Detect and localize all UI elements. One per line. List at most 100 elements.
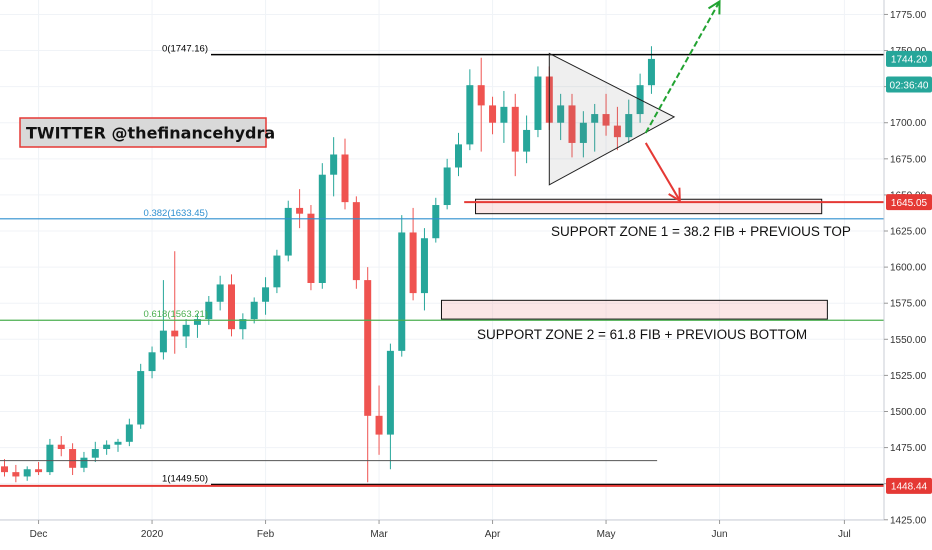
candle-body: [125, 424, 133, 442]
candle: [35, 462, 43, 476]
candle-body: [171, 330, 179, 337]
candle: [511, 93, 519, 177]
candle: [432, 197, 440, 243]
candle-body: [613, 125, 621, 138]
candle-body: [307, 213, 315, 283]
candle-body: [534, 76, 542, 130]
candle: [103, 440, 111, 455]
fib-label: 0.618(1563.21): [144, 309, 208, 320]
candle: [273, 249, 281, 294]
candle-body: [273, 255, 281, 288]
candle: [625, 99, 633, 143]
breakout-up-arrow: [644, 0, 721, 134]
time-tick-label: Mar: [370, 529, 388, 540]
candle-body: [103, 444, 111, 450]
candle-body: [579, 122, 587, 143]
candle: [114, 438, 122, 452]
candle-body: [330, 154, 338, 175]
price-tick-label: 1550.00: [890, 335, 927, 346]
candle: [523, 115, 531, 164]
candle: [1, 459, 8, 477]
support-zone-2: [440, 299, 828, 320]
twitter-handle-box: TWITTER @thefinancehydra: [19, 117, 275, 148]
price-tick-label: 1525.00: [890, 371, 927, 382]
candle: [591, 103, 599, 152]
candle: [57, 436, 65, 457]
candle: [125, 418, 133, 447]
price-badge-bg: [886, 477, 932, 494]
candle-body: [284, 207, 292, 256]
arrow-head: [668, 187, 681, 203]
fib-label: 1(1449.50): [162, 473, 208, 484]
drawings: [0, 0, 884, 487]
candle: [613, 106, 621, 151]
twitter-handle: TWITTER @thefinancehydra: [26, 124, 275, 143]
candle: [579, 111, 587, 158]
price-badge: 02:36:40: [886, 76, 932, 93]
candle-body: [489, 105, 497, 123]
candle-body: [420, 238, 428, 294]
candle-body: [591, 114, 599, 123]
candle-body: [57, 444, 65, 450]
candle: [534, 66, 542, 138]
candle: [250, 297, 258, 324]
time-axis[interactable]: Dec 2020 Feb Mar Apr May Jun Jul: [0, 519, 884, 550]
candle-body: [511, 106, 519, 152]
fib-label: 0.382(1633.45): [144, 208, 208, 219]
arrow-head: [707, 0, 721, 15]
candle: [69, 443, 77, 476]
candle-body: [12, 472, 20, 477]
candle: [239, 313, 247, 340]
time-tick-label: Jun: [711, 529, 727, 540]
candle-body: [1, 466, 8, 473]
price-badge-label: 1448.44: [891, 482, 928, 493]
time-tick-label: Dec: [30, 529, 48, 540]
price-badge: 1744.20: [886, 50, 932, 67]
price-badge-bg: [886, 76, 932, 93]
candle-body: [148, 352, 156, 372]
candle: [341, 138, 349, 210]
candle: [477, 57, 485, 152]
candle-body: [557, 105, 565, 123]
candle: [262, 277, 270, 315]
candle-body: [375, 415, 383, 435]
candle-body: [500, 106, 508, 123]
candle-body: [602, 114, 610, 126]
arrow-shaft: [644, 0, 721, 134]
price-tick-label: 1700.00: [890, 118, 927, 129]
candle: [455, 132, 462, 177]
candle-body: [35, 469, 43, 473]
candle-body: [341, 154, 349, 203]
candle-body: [318, 174, 326, 283]
candle-body: [91, 449, 99, 458]
price-tick-label: 1625.00: [890, 227, 927, 238]
time-tick-label: May: [597, 529, 616, 540]
price-tick-label: 1600.00: [890, 263, 927, 274]
candle: [352, 196, 360, 289]
support-zones: [440, 198, 828, 320]
price-badge-bg: [886, 50, 932, 67]
candle-body: [352, 202, 360, 281]
candle: [602, 93, 610, 136]
price-tick-label: 1775.00: [890, 10, 927, 21]
candle: [409, 207, 417, 301]
candle: [466, 69, 474, 151]
candle-body: [193, 319, 201, 325]
candle-body: [296, 207, 304, 214]
candle-body: [523, 129, 531, 152]
candle: [80, 451, 88, 473]
candle: [568, 93, 576, 158]
candle-body: [228, 284, 235, 330]
candle: [386, 343, 394, 470]
candle-body: [80, 457, 88, 468]
fib-label: 0(1747.16): [162, 44, 208, 55]
candle-body: [466, 85, 474, 145]
candle-body: [364, 280, 372, 416]
candle: [284, 200, 292, 262]
candle: [375, 385, 383, 455]
candle-body: [69, 449, 77, 468]
price-tick-label: 1675.00: [890, 154, 927, 165]
time-tick-label: Jul: [838, 529, 851, 540]
